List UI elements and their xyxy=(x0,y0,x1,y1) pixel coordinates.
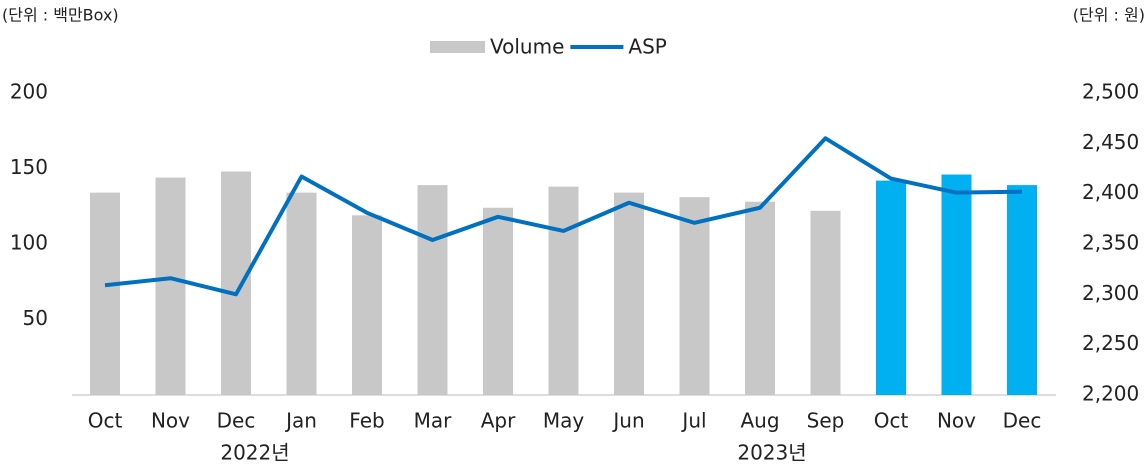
y-tick-label: 200 xyxy=(10,80,48,104)
x-group-label: 2023년 xyxy=(737,441,806,465)
bar xyxy=(941,174,972,395)
x-tick-label: Nov xyxy=(151,409,190,433)
bar xyxy=(483,207,513,395)
unit-right: (단위 : 원) xyxy=(1073,6,1145,25)
x-tick-label: Mar xyxy=(414,409,453,433)
x-tick-label: Aug xyxy=(740,409,779,433)
y2-tick-label: 2,350 xyxy=(1082,231,1139,255)
y2-tick-label: 2,500 xyxy=(1082,80,1139,104)
bar xyxy=(1007,185,1037,395)
x-tick-label: Sep xyxy=(807,409,845,433)
bar xyxy=(221,171,251,395)
x-tick-label: Jun xyxy=(611,409,644,433)
x-tick-label: Dec xyxy=(217,409,256,433)
x-tick-label: Oct xyxy=(874,409,909,433)
y2-tick-label: 2,250 xyxy=(1082,331,1139,355)
bar xyxy=(417,185,448,395)
bar xyxy=(286,192,317,395)
x-group-label: 2022년 xyxy=(220,441,289,465)
bar xyxy=(90,192,120,395)
legend-label: Volume xyxy=(490,35,564,59)
x-tick-label: Jan xyxy=(284,409,317,433)
bar xyxy=(679,197,710,395)
x-tick-label: Feb xyxy=(349,409,384,433)
bar xyxy=(745,201,775,395)
legend-swatch xyxy=(430,41,485,53)
x-tick-label: Jul xyxy=(680,409,706,433)
x-tick-label: Apr xyxy=(481,409,516,433)
y2-tick-label: 2,200 xyxy=(1082,382,1139,406)
line xyxy=(104,136,1023,297)
y2-tick-label: 2,450 xyxy=(1082,130,1139,154)
y2-tick-label: 2,300 xyxy=(1082,281,1139,305)
x-tick-label: Oct xyxy=(88,409,123,433)
y-tick-label: 150 xyxy=(10,155,48,179)
bar xyxy=(614,192,644,395)
x-tick-label: May xyxy=(543,409,585,433)
bar xyxy=(810,210,841,395)
x-tick-label: Dec xyxy=(1003,409,1042,433)
unit-left: (단위 : 백만Box) xyxy=(2,6,119,25)
bar xyxy=(352,215,382,395)
x-tick-label: Nov xyxy=(937,409,976,433)
legend-label: ASP xyxy=(628,35,666,59)
y-tick-label: 100 xyxy=(10,231,48,255)
y-tick-label: 50 xyxy=(23,306,48,330)
bar xyxy=(155,177,186,395)
y2-tick-label: 2,400 xyxy=(1082,180,1139,204)
bar xyxy=(548,186,579,395)
bar xyxy=(876,180,906,395)
